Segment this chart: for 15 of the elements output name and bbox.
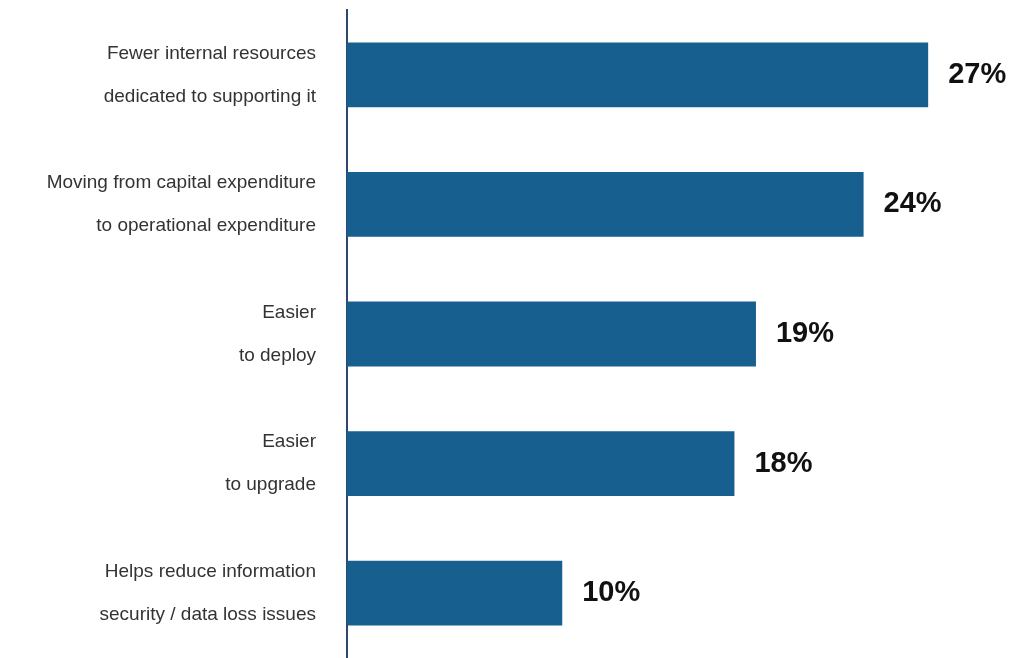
y-tick-label: Easier to deploy (238, 300, 317, 365)
bar (347, 42, 929, 108)
y-tick-label: Easier to upgrade (225, 430, 317, 495)
data-label: 19% (775, 316, 835, 348)
y-tick-label: Fewer internal resources dedicated to supporting it (103, 41, 317, 106)
data-label: 18% (754, 445, 813, 478)
data-label: 24% (883, 186, 942, 219)
y-tick-label: Helps reduce information security / data loss issues (99, 559, 316, 624)
y-tick-label: Moving from capital expenditure to operational expenditure (46, 171, 316, 236)
bar (347, 560, 563, 626)
data-label: 27% (948, 56, 1007, 89)
bar (347, 172, 864, 237)
bar (347, 301, 756, 367)
data-label: 10% (582, 575, 641, 608)
bar (347, 431, 735, 496)
